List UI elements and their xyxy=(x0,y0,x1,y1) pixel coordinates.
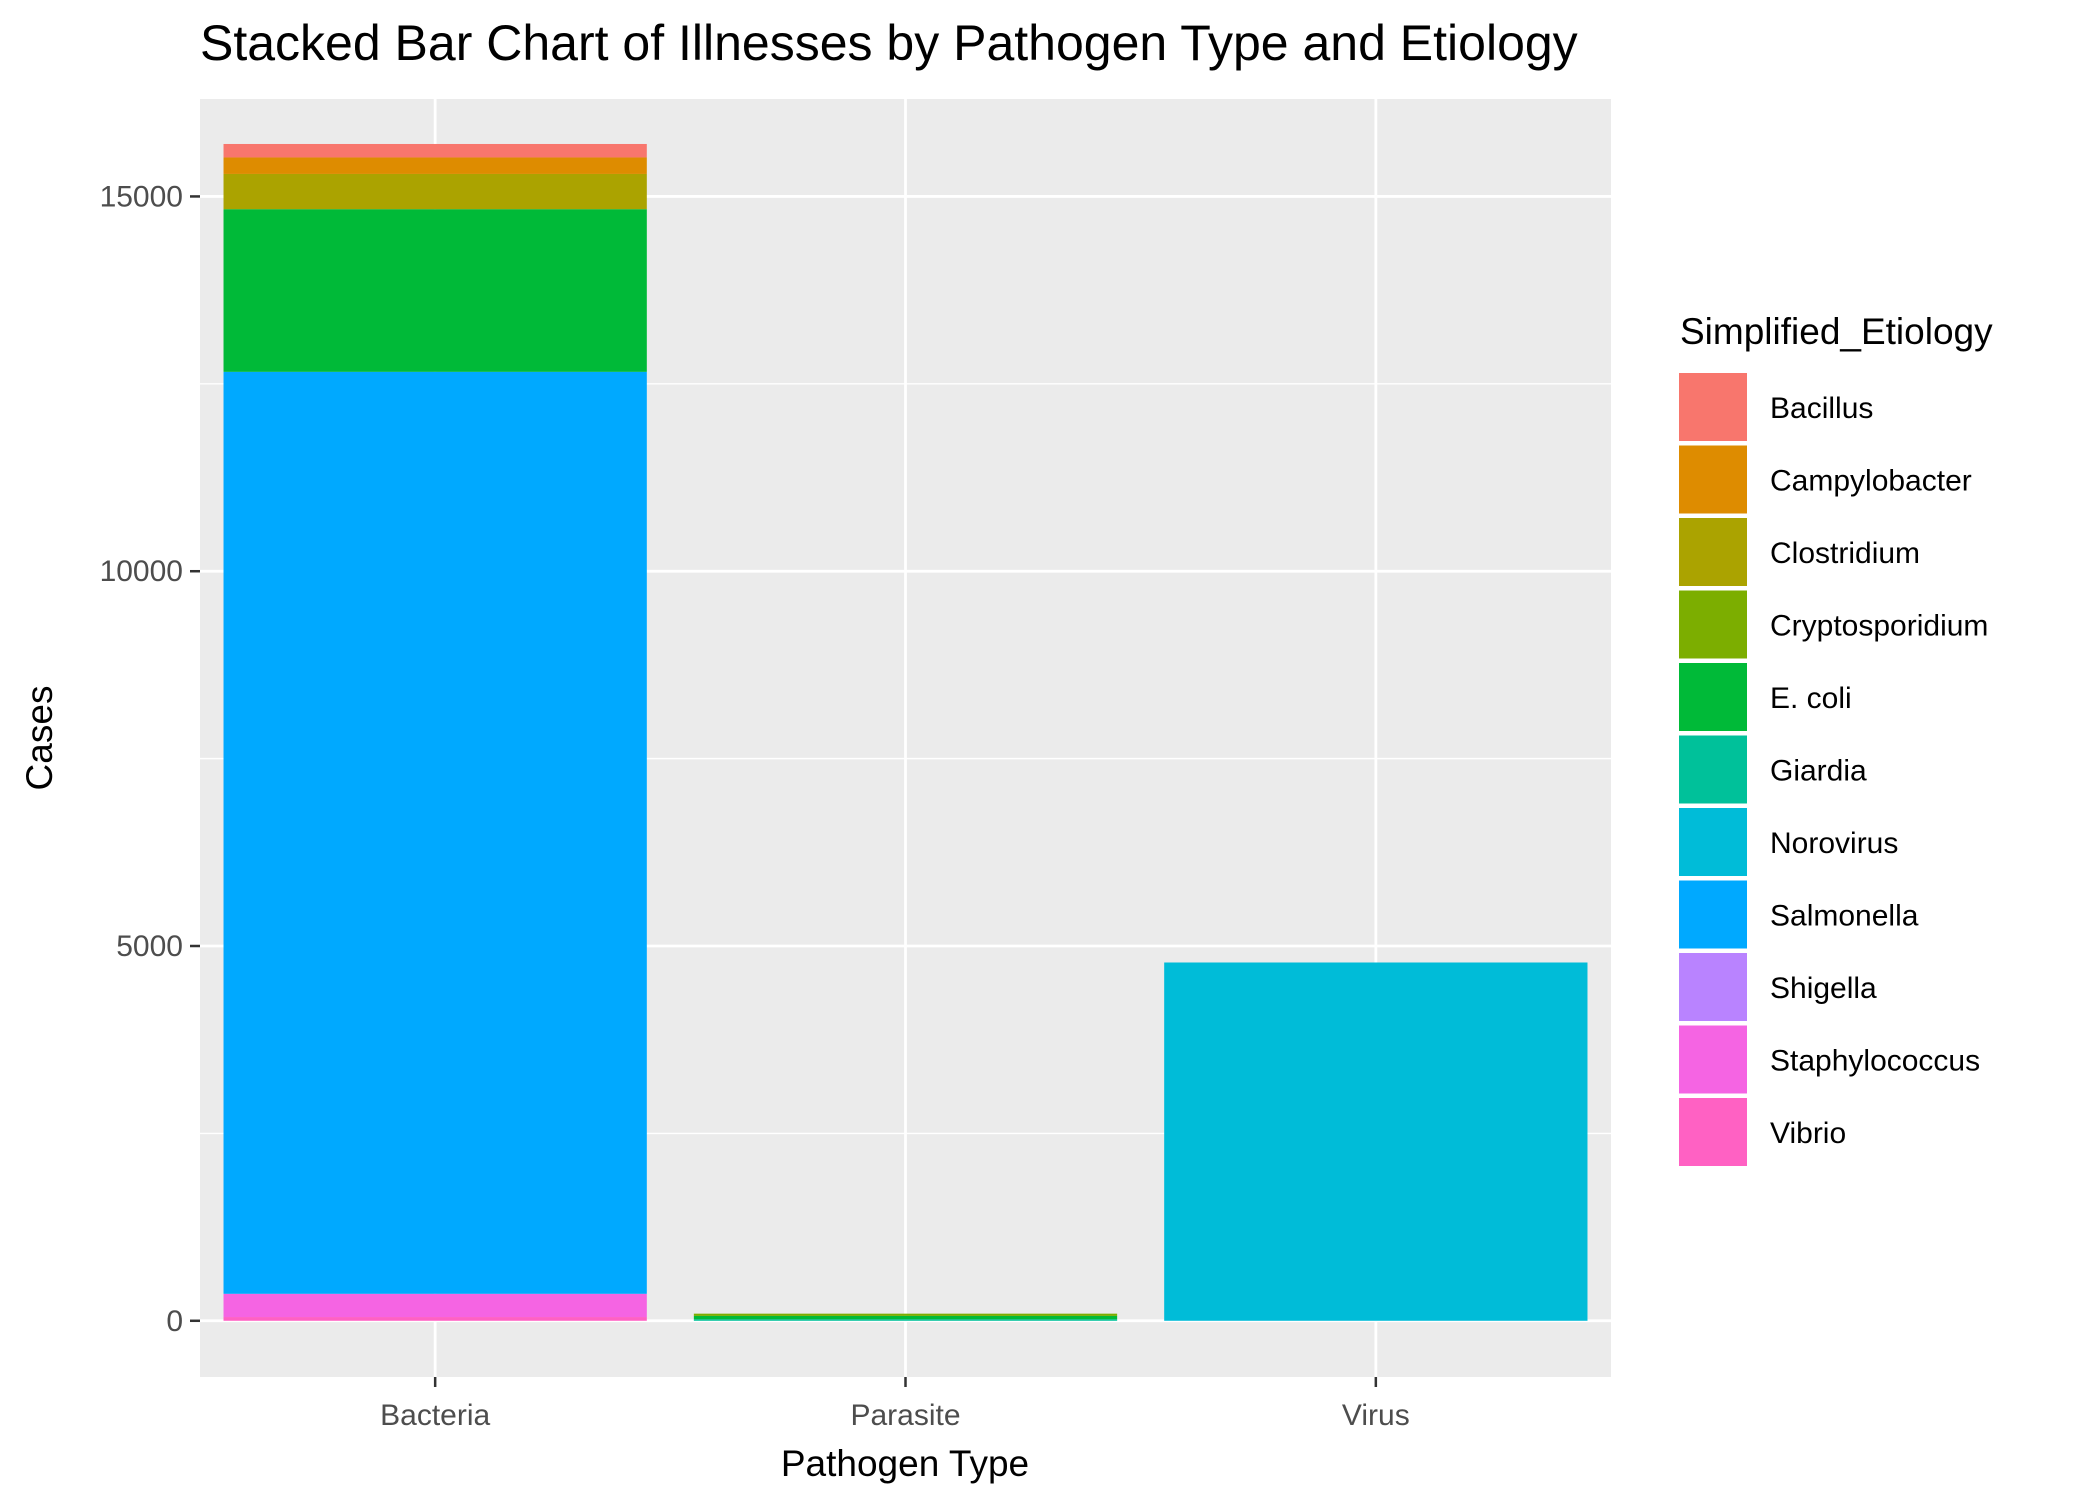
bar-segment xyxy=(693,1315,1118,1320)
x-tick-label: Bacteria xyxy=(380,1399,490,1432)
legend-label: Norovirus xyxy=(1770,827,1898,860)
legend-label: Giardia xyxy=(1770,755,1867,788)
x-tick-label: Parasite xyxy=(850,1399,960,1432)
legend-key xyxy=(1677,951,1749,1023)
chart-title: Stacked Bar Chart of Illnesses by Pathog… xyxy=(200,15,1578,71)
bar-segment xyxy=(1164,962,1588,1321)
legend-key xyxy=(1677,443,1749,516)
y-tick-label: 10000 xyxy=(100,555,183,588)
legend-key xyxy=(1677,806,1749,878)
y-axis-title: Cases xyxy=(19,686,60,791)
legend-label: E. coli xyxy=(1770,682,1852,715)
legend-label: Bacillus xyxy=(1770,392,1873,425)
bars-group xyxy=(223,143,1588,1321)
legend-key xyxy=(1677,661,1749,733)
legend-title: Simplified_Etiology xyxy=(1680,311,1993,352)
legend-label: Campylobacter xyxy=(1770,465,1972,498)
bar-segment xyxy=(693,1313,1118,1316)
x-tick-label: Virus xyxy=(1342,1399,1410,1432)
legend-label: Shigella xyxy=(1770,972,1877,1005)
bar-segment xyxy=(223,143,647,158)
bar-segment xyxy=(223,1293,647,1318)
legend-items: Bacillus Campylobacter Clostridium Cryptosp… xyxy=(1677,371,1988,1168)
legend-key xyxy=(1677,588,1749,661)
legend-label: Staphylococcus xyxy=(1770,1045,1980,1078)
legend-key xyxy=(1677,1096,1749,1168)
legend: Simplified_Etiology Bacillus Campylobacte… xyxy=(1677,311,1993,1168)
legend-key xyxy=(1677,733,1749,806)
bar-segment xyxy=(693,1319,1118,1321)
y-axis: 0 5000 10000 15000 xyxy=(100,180,200,1338)
legend-label: Clostridium xyxy=(1770,537,1920,570)
bar-segment xyxy=(223,1317,647,1321)
bar-segment xyxy=(223,157,647,174)
y-tick-label: 5000 xyxy=(116,930,183,963)
x-axis-title: Pathogen Type xyxy=(781,1443,1029,1484)
y-tick-label: 15000 xyxy=(100,180,183,213)
legend-label: Salmonella xyxy=(1770,900,1919,933)
legend-key xyxy=(1677,1023,1749,1096)
bar-segment xyxy=(223,173,647,210)
legend-label: Cryptosporidium xyxy=(1770,610,1988,643)
legend-key xyxy=(1677,878,1749,951)
bar-segment xyxy=(223,209,647,372)
bar-segment xyxy=(223,371,647,1294)
legend-label: Vibrio xyxy=(1770,1117,1846,1150)
x-axis: Bacteria Parasite Virus xyxy=(380,1377,1410,1432)
y-tick-label: 0 xyxy=(166,1305,183,1338)
legend-key xyxy=(1677,371,1749,443)
legend-key xyxy=(1677,516,1749,588)
